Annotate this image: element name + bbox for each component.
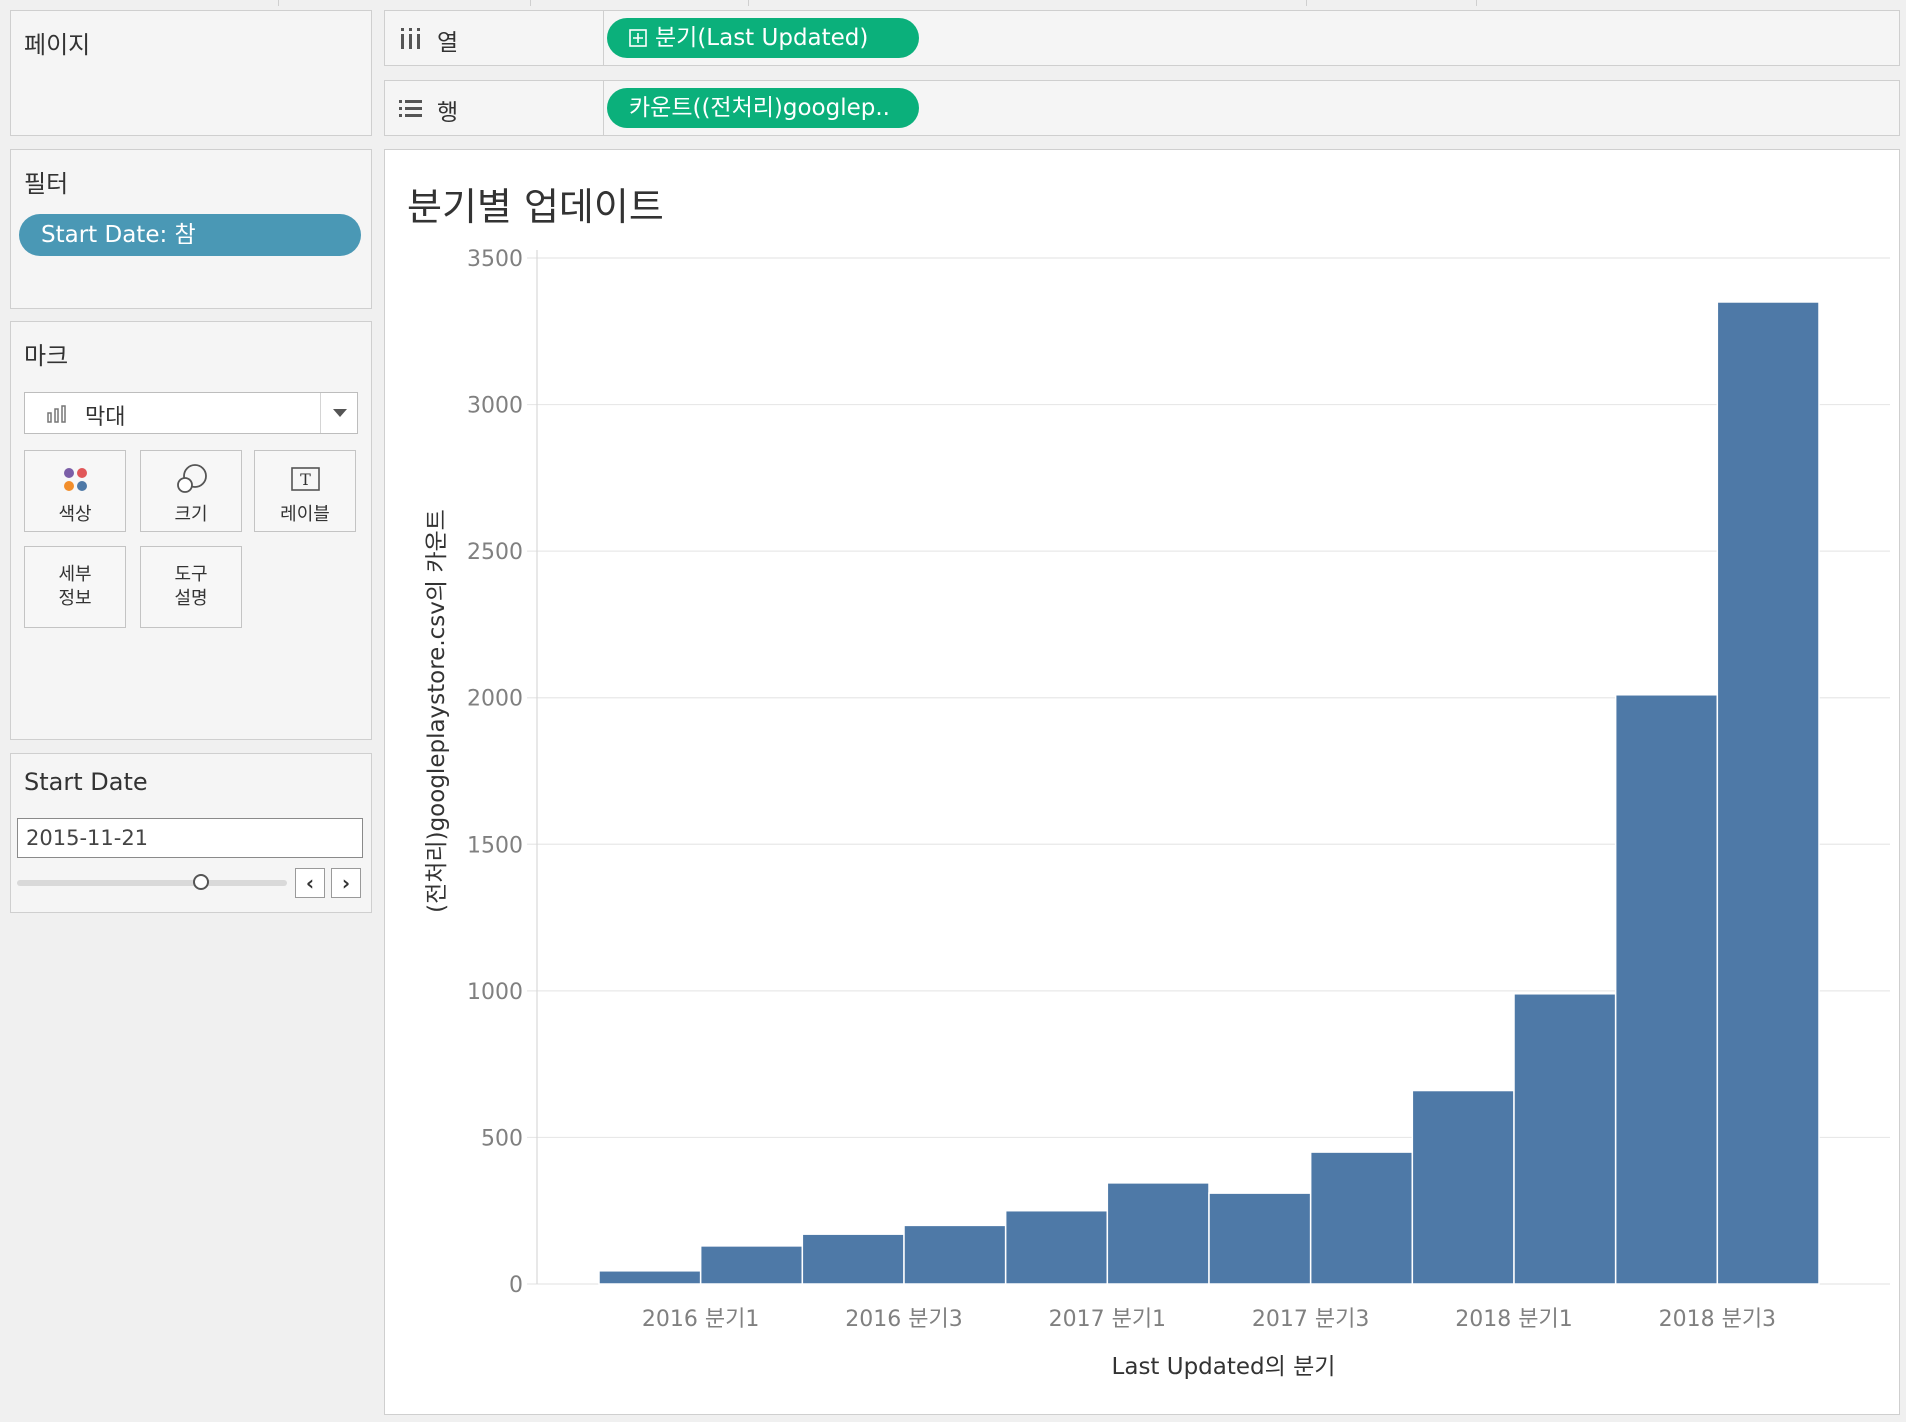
size-button[interactable]: 크기	[140, 450, 242, 532]
bar-chart: 0 500 1000 1500 2000 2500 3000 3500 2016 분기1 2016…	[424, 247, 1890, 1380]
detail-label-line2: 정보	[58, 588, 92, 609]
chevron-down-icon	[333, 409, 347, 417]
rows-shelf: 행 카운트((전처리)googlep..	[384, 80, 1900, 136]
text-label-icon: T	[291, 467, 320, 491]
bar-chart-icon	[47, 405, 66, 423]
start-date-title: Start Date	[24, 768, 148, 796]
mark-type-label: 막대	[85, 405, 126, 430]
filter-pill-start-date[interactable]: Start Date: 참	[19, 214, 361, 256]
bar	[598, 1270, 702, 1285]
rows-pill[interactable]: 카운트((전처리)googlep..	[607, 88, 919, 128]
rows-shelf-name: 행	[437, 100, 459, 126]
label-label: 레이블	[280, 504, 330, 525]
marks-panel: 마크 막대 색상 크기 T 레이블 세부 정	[10, 321, 372, 740]
start-date-input[interactable]: 2015-11-21	[17, 818, 363, 858]
detail-button[interactable]: 세부 정보	[24, 546, 126, 628]
bar	[801, 1233, 905, 1285]
pages-panel: 페이지	[10, 10, 372, 136]
y-tick-label: 1000	[467, 980, 523, 1005]
x-tick-label: 2017 분기1	[1049, 1307, 1166, 1332]
columns-pill-label: 분기(Last Updated)	[655, 25, 869, 51]
pages-title: 페이지	[24, 31, 91, 59]
marks-title: 마크	[24, 342, 69, 370]
y-tick-label: 1500	[467, 833, 523, 858]
color-button[interactable]: 색상	[24, 450, 126, 532]
filters-panel: 필터 Start Date: 참	[10, 149, 372, 309]
x-axis-title: Last Updated의 분기	[1112, 1354, 1336, 1380]
size-icon	[177, 464, 207, 493]
columns-shelf-label: 열	[385, 11, 604, 65]
bar	[1004, 1209, 1109, 1285]
bar	[1716, 301, 1820, 1285]
x-tick-label: 2016 분기1	[642, 1307, 759, 1332]
y-tick-label: 3000	[467, 394, 523, 419]
y-tick-label: 3500	[467, 247, 523, 272]
label-button[interactable]: T 레이블	[254, 450, 356, 532]
tooltip-button[interactable]: 도구 설명	[140, 546, 242, 628]
x-tick-label: 2018 분기1	[1455, 1307, 1572, 1332]
bar	[903, 1224, 1007, 1285]
bar	[1208, 1192, 1312, 1285]
chart-sheet: 분기별 업데이트 0 500 1000 1500 2000 2500 3000 3500 201…	[384, 149, 1900, 1415]
prev-button[interactable]: ‹	[295, 868, 325, 898]
columns-shelf-name: 열	[437, 30, 459, 56]
bar	[699, 1245, 804, 1285]
bar	[1614, 694, 1719, 1285]
chart-title: 분기별 업데이트	[407, 185, 664, 229]
tooltip-label-line1: 도구	[174, 564, 208, 585]
chevron-left-icon: ‹	[305, 871, 315, 895]
top-strip	[0, 0, 1906, 6]
x-tick-label: 2016 분기3	[845, 1307, 962, 1332]
bar	[1513, 993, 1617, 1285]
next-button[interactable]: ›	[331, 868, 361, 898]
y-tick-label: 500	[481, 1126, 523, 1151]
rows-shelf-label: 행	[385, 81, 604, 135]
detail-label-line1: 세부	[58, 564, 92, 585]
color-label: 색상	[58, 504, 92, 525]
x-tick-label: 2018 분기3	[1659, 1307, 1776, 1332]
filters-title: 필터	[24, 170, 69, 198]
mark-type-dropdown[interactable]: 막대	[24, 392, 358, 434]
tooltip-label-line2: 설명	[174, 588, 208, 609]
rows-pill-label: 카운트((전처리)googlep..	[629, 95, 890, 121]
color-icon	[64, 468, 87, 491]
dropdown-separator	[320, 393, 321, 433]
size-label: 크기	[174, 504, 208, 525]
columns-icon	[401, 28, 420, 49]
svg-text:T: T	[300, 470, 311, 489]
bar	[1309, 1151, 1414, 1285]
bar	[1411, 1089, 1515, 1285]
date-slider-track[interactable]	[17, 880, 287, 886]
chevron-right-icon: ›	[341, 871, 351, 895]
x-tick-label: 2017 분기3	[1252, 1307, 1369, 1332]
rows-icon	[399, 100, 422, 117]
expand-plus-icon	[629, 29, 647, 47]
bar	[1106, 1182, 1210, 1285]
columns-pill[interactable]: 분기(Last Updated)	[607, 18, 919, 58]
columns-shelf: 열 분기(Last Updated)	[384, 10, 1900, 66]
y-tick-label: 2000	[467, 687, 523, 712]
y-tick-label: 0	[509, 1273, 523, 1298]
y-tick-label: 2500	[467, 540, 523, 565]
y-axis-title: (전처리)googleplaystore.csv의 카운트	[424, 509, 450, 913]
start-date-panel: Start Date 2015-11-21 ‹ ›	[10, 753, 372, 913]
date-slider-knob[interactable]	[193, 874, 209, 890]
